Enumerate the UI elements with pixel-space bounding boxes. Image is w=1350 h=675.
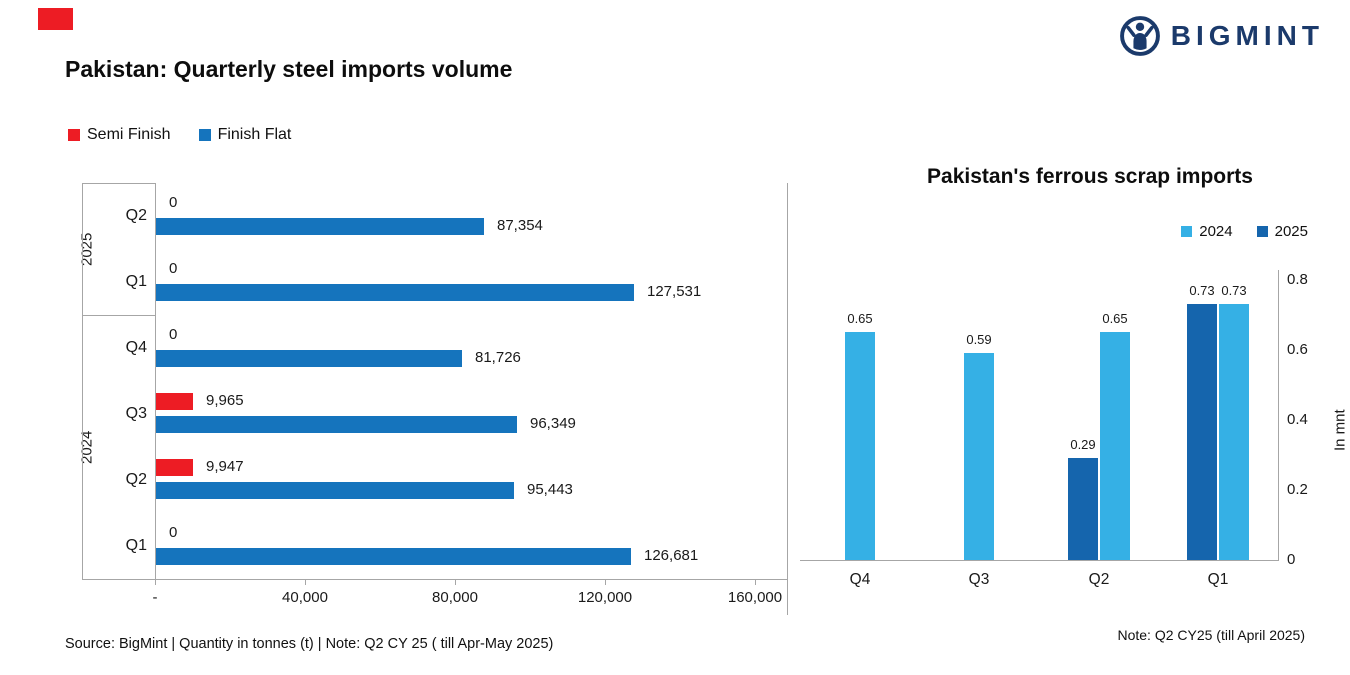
scrap-x-label-q2: Q2	[1088, 571, 1110, 588]
scrap-imports-plot: 0 0.2 0.4 0.6 0.8 0.65 Q4 0.59 Q3 0.29 0.65 Q2 0.73 0…	[800, 270, 1350, 610]
legend-item-2024: 2024	[1181, 223, 1233, 240]
bar-finish-flat-q1-2025	[156, 284, 634, 301]
finish-flat-legend-label: Finish Flat	[217, 126, 292, 143]
value-label-finish-flat-q1-2024: 126,681	[644, 547, 699, 564]
steel-chart-legend: Semi Finish Finish Flat	[68, 126, 291, 144]
value-label-semi-finish-q1-2024: 0	[169, 524, 178, 541]
scrap-y-tick-label-0: 0	[1287, 551, 1296, 568]
scrap-y-tick-label-0.2: 0.2	[1287, 481, 1308, 498]
value-label-finish-flat-q3-2024: 96,349	[530, 415, 576, 432]
category-bracket-line	[82, 315, 155, 316]
semi-finish-legend-label: Semi Finish	[87, 126, 171, 143]
category-label-q1-2024: Q1	[125, 537, 147, 554]
scrap-2025-legend-label: 2025	[1274, 223, 1308, 240]
scrap-2024-legend-label: 2024	[1199, 223, 1233, 240]
x-axis-tick	[305, 579, 306, 585]
value-label-2024-q2: 0.65	[1102, 311, 1128, 326]
bigmint-logo-text: BIGMINT	[1170, 20, 1324, 51]
scrap-baseline	[800, 560, 1279, 561]
category-label-q4-2024: Q4	[125, 339, 147, 356]
bar-finish-flat-q3-2024	[156, 416, 517, 433]
x-axis-tick-label: -	[152, 589, 158, 606]
x-axis-tick	[755, 579, 756, 585]
value-label-2025-q2: 0.29	[1070, 437, 1096, 452]
category-label-q2-2024: Q2	[125, 471, 147, 488]
brand-accent-block	[38, 8, 73, 30]
value-label-semi-finish-q1-2025: 0	[169, 260, 178, 277]
semi-finish-swatch-icon	[68, 129, 80, 141]
x-axis-tick	[605, 579, 606, 585]
scrap-y-tick-label-0.6: 0.6	[1287, 341, 1308, 358]
x-axis-tick-label: 40,000	[282, 589, 328, 606]
value-label-2025-q1: 0.73	[1189, 283, 1215, 298]
year-label-2025: 2025	[78, 232, 96, 266]
bigmint-logo: BIGMINT	[1119, 15, 1324, 57]
scrap-y-tick-label-0.8: 0.8	[1287, 271, 1308, 288]
scrap-chart-note: Note: Q2 CY25 (till April 2025)	[1117, 627, 1305, 643]
scrap-chart-title: Pakistan's ferrous scrap imports	[927, 165, 1253, 188]
bar-finish-flat-q1-2024	[156, 548, 631, 565]
bar-2025-q1	[1187, 304, 1217, 560]
value-label-finish-flat-q4-2024: 81,726	[475, 349, 521, 366]
scrap-y-tick-label-0.4: 0.4	[1287, 411, 1308, 428]
steel-imports-chart: Q2 0 87,354 Q1 0 127,531 Q4 0 81,726 Q3 9,965 96,34…	[65, 183, 790, 628]
value-label-semi-finish-q2-2025: 0	[169, 194, 178, 211]
value-label-finish-flat-q2-2025: 87,354	[497, 217, 543, 234]
scrap-2024-swatch-icon	[1181, 226, 1193, 237]
x-axis-tick-label: 80,000	[432, 589, 478, 606]
category-axis-line	[155, 183, 156, 579]
scrap-x-label-q3: Q3	[968, 571, 990, 588]
bar-finish-flat-q2-2024	[156, 482, 514, 499]
scrap-y-axis-title: In mnt	[1331, 409, 1349, 451]
bar-2025-q2	[1068, 458, 1098, 560]
value-label-finish-flat-q2-2024: 95,443	[527, 481, 573, 498]
legend-item-semi-finish: Semi Finish	[68, 126, 171, 144]
x-axis-tick	[455, 579, 456, 585]
bar-semi-finish-q2-2024	[156, 459, 193, 476]
x-axis-tick	[155, 579, 156, 585]
x-axis-tick-label: 120,000	[577, 589, 633, 606]
category-bracket-line	[82, 183, 155, 184]
category-label-q3-2024: Q3	[125, 405, 147, 422]
panel-divider-line	[787, 183, 788, 615]
category-label-q2-2025: Q2	[125, 207, 147, 224]
scrap-x-label-q4: Q4	[849, 571, 871, 588]
scrap-y-axis-line	[1278, 270, 1279, 560]
bar-2024-q4	[845, 332, 875, 560]
bar-2024-q1	[1219, 304, 1249, 560]
bar-2024-q2	[1100, 332, 1130, 560]
value-label-semi-finish-q4-2024: 0	[169, 326, 178, 343]
value-label-finish-flat-q1-2025: 127,531	[647, 283, 702, 300]
category-outer-axis-line	[82, 183, 83, 579]
value-label-2024-q3: 0.59	[966, 332, 992, 347]
year-label-2024: 2024	[78, 430, 96, 464]
category-label-q1-2025: Q1	[125, 273, 147, 290]
bar-finish-flat-q2-2025	[156, 218, 484, 235]
page-title: Pakistan: Quarterly steel imports volume	[65, 56, 513, 82]
value-label-2024-q4: 0.65	[847, 311, 873, 326]
legend-item-2025: 2025	[1256, 223, 1308, 240]
bar-2024-q3	[964, 353, 994, 560]
bigmint-logo-icon	[1119, 16, 1160, 56]
scrap-2025-swatch-icon	[1256, 226, 1268, 237]
value-axis-line	[82, 579, 787, 580]
scrap-x-label-q1: Q1	[1207, 571, 1229, 588]
steel-chart-source-note: Source: BigMint | Quantity in tonnes (t)…	[65, 636, 554, 652]
bar-semi-finish-q3-2024	[156, 393, 193, 410]
value-label-2024-q1: 0.73	[1221, 283, 1247, 298]
scrap-chart-legend: 2024 2025	[1181, 223, 1308, 240]
value-label-semi-finish-q2-2024: 9,947	[206, 458, 244, 475]
scrap-imports-chart: Pakistan's ferrous scrap imports 2024 20…	[800, 165, 1350, 670]
value-label-semi-finish-q3-2024: 9,965	[206, 392, 244, 409]
finish-flat-swatch-icon	[198, 129, 211, 141]
legend-item-finish-flat: Finish Flat	[198, 126, 292, 144]
x-axis-tick-label: 160,000	[727, 589, 783, 606]
bar-finish-flat-q4-2024	[156, 350, 462, 367]
